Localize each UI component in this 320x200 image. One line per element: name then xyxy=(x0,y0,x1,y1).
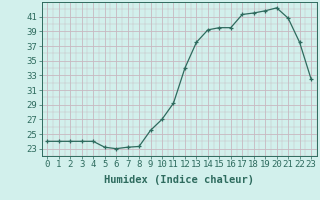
X-axis label: Humidex (Indice chaleur): Humidex (Indice chaleur) xyxy=(104,175,254,185)
